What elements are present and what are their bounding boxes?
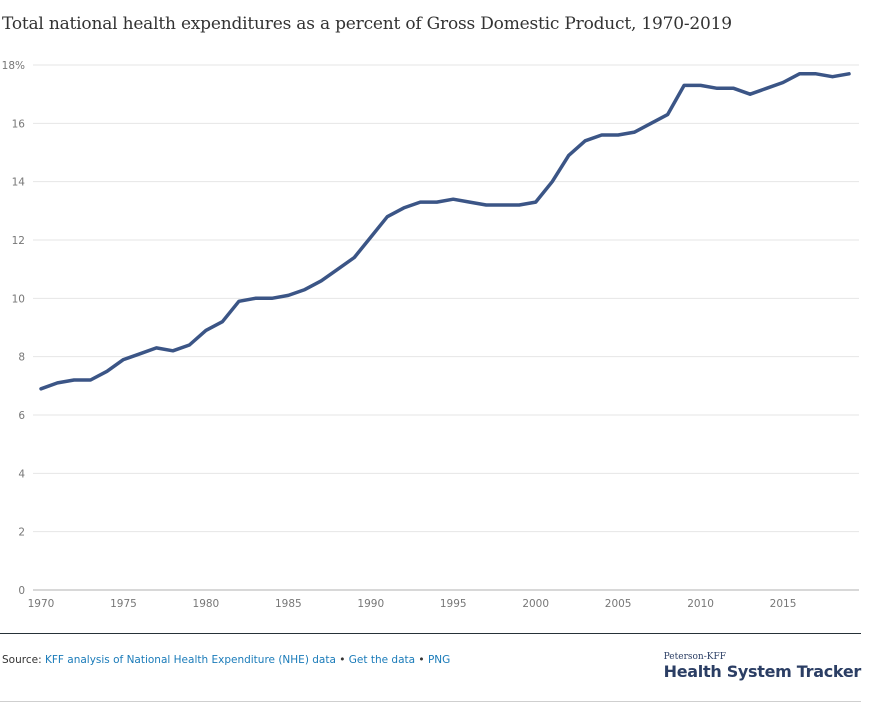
data-point[interactable] [284, 291, 292, 299]
data-point[interactable] [251, 294, 259, 302]
series-layer [37, 70, 853, 393]
x-tick-label: 1985 [275, 598, 302, 610]
x-tick-label: 2015 [770, 598, 797, 610]
data-point[interactable] [763, 84, 771, 92]
line-chart: 0 2 4 6 8 10 12 14 16 18% 1970 1975 1980 1985 1990 199… [2, 60, 859, 610]
data-point[interactable] [614, 131, 622, 139]
x-tick-label: 1995 [440, 598, 467, 610]
data-point[interactable] [86, 376, 94, 384]
data-point[interactable] [548, 178, 556, 186]
data-point[interactable] [565, 151, 573, 159]
data-point[interactable] [317, 277, 325, 285]
data-point[interactable] [581, 137, 589, 145]
data-point[interactable] [301, 286, 309, 294]
data-point[interactable] [598, 131, 606, 139]
data-point[interactable] [845, 70, 853, 78]
source-prefix: Source: [2, 654, 45, 666]
png-link[interactable]: PNG [427, 654, 451, 666]
brand-small-text: Peterson-KFF [663, 652, 726, 662]
data-point[interactable] [746, 90, 754, 98]
source-line: Source: KFF analysis of National Health … [2, 654, 450, 666]
y-tick-label: 14 [12, 177, 26, 189]
data-point[interactable] [433, 198, 441, 206]
brand-big-text: Health System Tracker [663, 662, 862, 681]
data-point[interactable] [37, 385, 45, 393]
y-tick-label: 6 [18, 410, 25, 422]
data-point[interactable] [152, 344, 160, 352]
y-tick-label: 2 [18, 527, 25, 539]
data-point[interactable] [680, 81, 688, 89]
source-link[interactable]: KFF analysis of National Health Expendit… [44, 654, 336, 666]
data-point[interactable] [136, 350, 144, 358]
data-point[interactable] [449, 195, 457, 203]
data-point[interactable] [713, 84, 721, 92]
x-tick-label: 1975 [110, 598, 137, 610]
y-tick-label: 4 [18, 468, 25, 480]
footer-divider-bottom [0, 701, 861, 702]
data-point[interactable] [383, 213, 391, 221]
grid-lines [33, 64, 859, 591]
chart-title: Total national health expenditures as a … [2, 14, 732, 34]
data-point[interactable] [796, 70, 804, 78]
brand-logo[interactable]: Peterson-KFF Health System Tracker [663, 652, 862, 681]
data-point[interactable] [416, 198, 424, 206]
data-point[interactable] [400, 204, 408, 212]
x-tick-label: 2005 [605, 598, 632, 610]
data-point[interactable] [367, 233, 375, 241]
y-tick-label: 10 [12, 293, 25, 305]
data-point[interactable] [631, 128, 639, 136]
y-axis-ticks: 0 2 4 6 8 10 12 14 16 18% [2, 60, 26, 597]
data-point[interactable] [499, 201, 507, 209]
data-point[interactable] [119, 356, 127, 364]
data-point[interactable] [169, 347, 177, 355]
series-line[interactable] [39, 72, 851, 391]
data-point[interactable] [185, 341, 193, 349]
data-point[interactable] [218, 318, 226, 326]
data-point[interactable] [268, 294, 276, 302]
data-point[interactable] [647, 119, 655, 127]
data-point[interactable] [829, 73, 837, 81]
data-point[interactable] [532, 198, 540, 206]
x-tick-label: 2000 [522, 598, 549, 610]
x-tick-label: 1980 [193, 598, 220, 610]
data-point[interactable] [103, 367, 111, 375]
data-point[interactable] [466, 198, 474, 206]
data-point[interactable] [202, 326, 210, 334]
get-the-data-link[interactable]: Get the data [348, 654, 416, 666]
x-axis-ticks: 1970 1975 1980 1985 1990 1995 2000 2005 2010 2015 [28, 598, 797, 610]
x-tick-label: 1970 [28, 598, 55, 610]
data-point[interactable] [730, 84, 738, 92]
data-point[interactable] [697, 81, 705, 89]
data-point[interactable] [482, 201, 490, 209]
y-tick-label: 8 [18, 352, 25, 364]
data-point[interactable] [515, 201, 523, 209]
data-point[interactable] [779, 79, 787, 87]
data-point[interactable] [664, 111, 672, 119]
separator: • [335, 654, 349, 666]
y-tick-label: 0 [18, 585, 25, 597]
y-tick-label: 18% [2, 60, 25, 72]
data-point[interactable] [334, 265, 342, 273]
data-point[interactable] [350, 254, 358, 262]
x-tick-label: 2010 [687, 598, 714, 610]
data-point[interactable] [812, 70, 820, 78]
footer-divider-top [0, 633, 861, 634]
data-point[interactable] [235, 297, 243, 305]
x-tick-label: 1990 [357, 598, 384, 610]
y-tick-label: 16 [12, 118, 26, 130]
y-tick-label: 12 [12, 235, 25, 247]
data-point[interactable] [70, 376, 78, 384]
data-point[interactable] [53, 379, 61, 387]
separator: • [415, 654, 428, 666]
